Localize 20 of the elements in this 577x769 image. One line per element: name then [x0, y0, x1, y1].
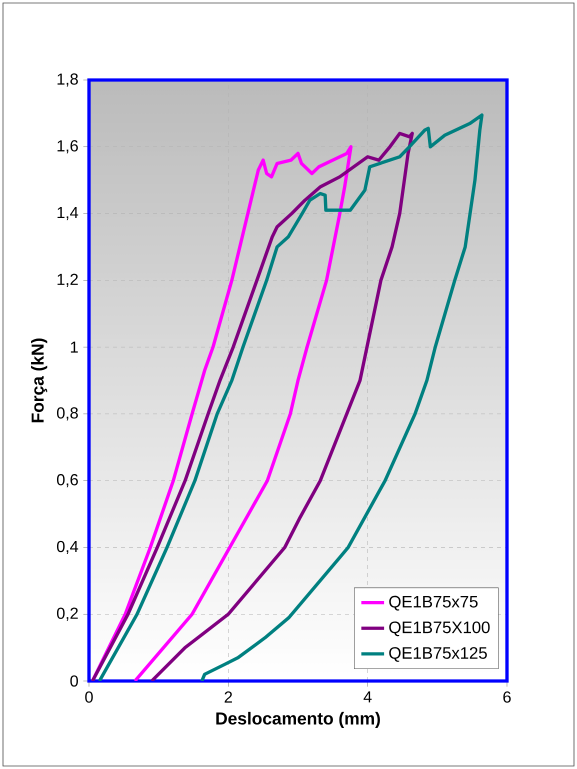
x-tick-label: 4 — [364, 691, 372, 702]
legend-label: QE1B75X100 — [389, 621, 490, 636]
line-series — [90, 145, 353, 681]
y-tick-label: 1,6 — [58, 140, 78, 154]
x-tick-label: 0 — [85, 691, 93, 703]
legend-label: QE1B75x75 — [389, 596, 478, 611]
y-tick-label: 1,4 — [58, 207, 78, 220]
x-axis-title: Deslocamento (mm) — [216, 712, 380, 728]
y-tick-label: 1,2 — [58, 274, 78, 287]
y-tick-label: 1,8 — [58, 73, 78, 87]
y-axis-title: Força (kN) — [31, 338, 48, 422]
y-tick-label: 0,8 — [56, 407, 78, 420]
y-tick-label: 0,6 — [56, 474, 78, 488]
legend-label: QE1B75x125 — [389, 647, 487, 662]
x-tick-label: 6 — [503, 691, 511, 703]
y-tick-label: 0 — [70, 675, 78, 687]
y-tick-label: 1 — [70, 342, 78, 353]
y-tick-label: 0,2 — [56, 608, 78, 621]
y-tick-label: 0,4 — [56, 540, 78, 554]
x-tick-label: 2 — [224, 691, 232, 703]
